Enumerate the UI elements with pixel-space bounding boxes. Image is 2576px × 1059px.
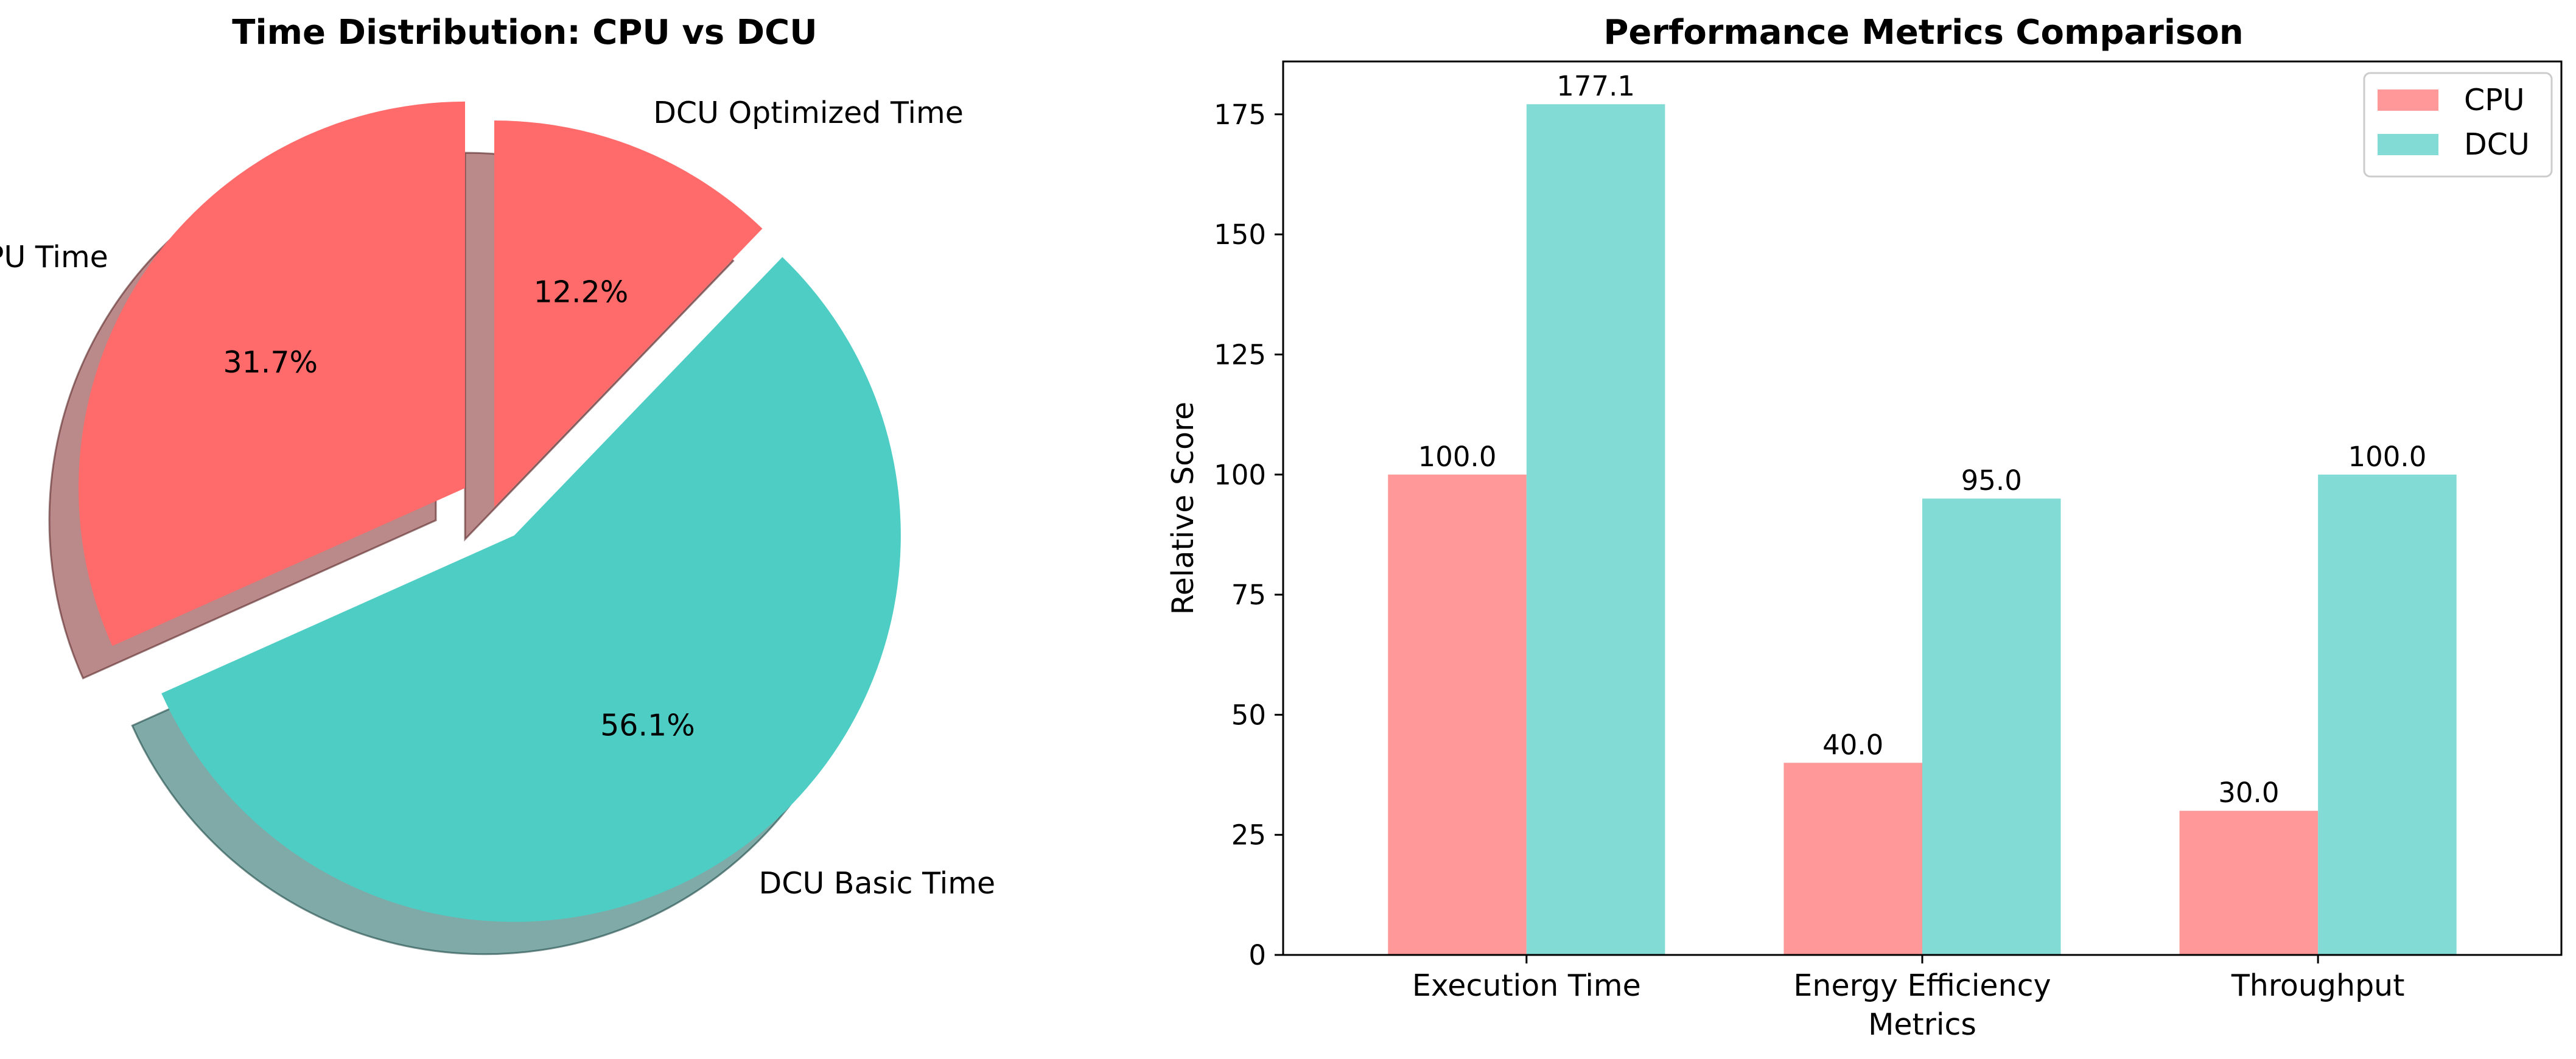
x-tick-label-throughput: Throughput: [2231, 968, 2405, 1003]
pie-chart-panel: Time Distribution: CPU vs DCU 31.7% CPU T…: [0, 13, 995, 956]
bar-cpu-execution-time: [1388, 474, 1527, 955]
bar-series-bars: [1388, 104, 2457, 955]
pie-category-label-dcu-basic-time: DCU Basic Time: [759, 866, 996, 901]
bar-value-label-dcu-throughput: 100.0: [2348, 441, 2427, 473]
pie-category-label-dcu-optimized-time: DCU Optimized Time: [653, 96, 964, 130]
legend-swatch-cpu: [2378, 89, 2438, 111]
y-tick-label: 50: [1231, 699, 1266, 731]
y-axis-ticks: 0 25 50 75 100 125 150 175: [1214, 99, 1283, 971]
y-tick-label: 100: [1214, 459, 1266, 491]
legend-label-cpu: CPU: [2464, 83, 2525, 117]
bar-chart-title: Performance Metrics Comparison: [1603, 13, 2243, 52]
bar-value-label-dcu-energy-efficiency: 95.0: [1961, 464, 2022, 497]
pie-pct-label-dcu-optimized-time: 12.2%: [534, 275, 629, 310]
bar-dcu-energy-efficiency: [1922, 498, 2061, 955]
x-axis-label: Metrics: [1868, 1007, 1976, 1042]
y-tick-label: 75: [1231, 579, 1266, 611]
y-tick-label: 0: [1248, 939, 1266, 971]
x-axis-ticks: Execution Time Energy Efficiency Throughpu…: [1412, 955, 2405, 1003]
pie-pct-label-cpu-time: 31.7%: [223, 345, 318, 380]
pie-slice-dcu-optimized-time: [494, 121, 763, 507]
pie-slice-cpu-time: [79, 101, 466, 646]
pie-slices: [79, 101, 901, 922]
y-tick-label: 25: [1231, 819, 1266, 851]
y-tick-label: 150: [1214, 218, 1266, 251]
bar-cpu-throughput: [2179, 811, 2319, 955]
pie-labels: 31.7% CPU Time 56.1% DCU Basic Time 12.2% DCU…: [0, 96, 995, 901]
x-tick-label-energy-efficiency: Energy Efficiency: [1793, 968, 2051, 1003]
y-tick-label: 125: [1214, 338, 1266, 371]
bar-chart-panel: Performance Metrics Comparison 0 25 50 75 10…: [1166, 13, 2563, 1042]
bar-dcu-execution-time: [1526, 104, 1665, 955]
legend-swatch-dcu: [2378, 134, 2438, 155]
bar-value-label-cpu-throughput: 30.0: [2218, 777, 2279, 809]
bar-value-label-cpu-execution-time: 100.0: [1418, 441, 1497, 473]
y-axis-label: Relative Score: [1166, 402, 1200, 615]
x-tick-label-execution-time: Execution Time: [1412, 968, 1641, 1003]
bar-value-label-cpu-energy-efficiency: 40.0: [1822, 729, 1883, 761]
pie-chart-title: Time Distribution: CPU vs DCU: [232, 13, 817, 52]
pie-pct-label-dcu-basic-time: 56.1%: [600, 708, 695, 743]
legend-label-dcu: DCU: [2464, 127, 2530, 162]
y-tick-label: 175: [1214, 99, 1266, 131]
bar-cpu-energy-efficiency: [1783, 763, 1922, 955]
bar-dcu-throughput: [2318, 474, 2457, 955]
bar-data-labels: 100.0 40.0 30.0 177.1 95.0 100.0: [1418, 70, 2427, 809]
pie-category-label-cpu-time: CPU Time: [0, 240, 108, 274]
legend: CPU DCU: [2363, 72, 2553, 178]
pie-slice-dcu-basic-time: [161, 257, 901, 922]
bar-value-label-dcu-execution-time: 177.1: [1556, 70, 1635, 102]
